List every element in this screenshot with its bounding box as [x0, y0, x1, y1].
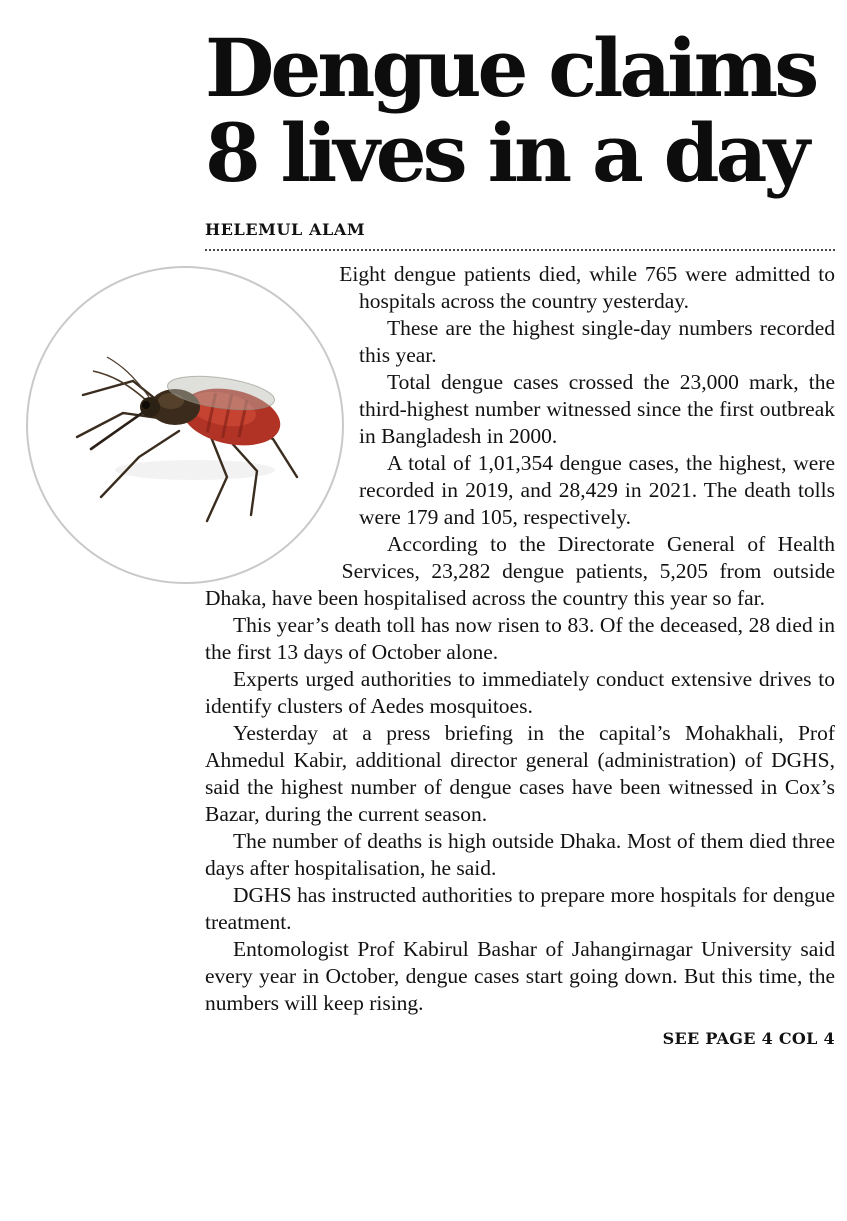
paragraph-6: This year’s death toll has now risen to … — [205, 612, 835, 664]
byline: HELEMUL ALAM — [205, 219, 366, 239]
mosquito-photo — [25, 265, 345, 585]
paragraph-1: Eight dengue patients died, while 765 we… — [339, 261, 835, 313]
paragraph-9: The number of deaths is high outside Dha… — [205, 828, 835, 880]
paragraph-3: Total dengue cases crossed the 23,000 ma… — [359, 369, 835, 448]
paragraph-10: DGHS has instructed authorities to prepa… — [205, 882, 835, 934]
article-headline: Dengue claims 8 lives in a day — [205, 26, 835, 196]
paragraph-2: These are the highest single-day numbers… — [359, 315, 835, 367]
article-header: Dengue claims 8 lives in a day HELEMUL A… — [205, 26, 835, 251]
paragraph-5: According to the Directorate General of … — [205, 531, 835, 610]
paragraph-11: Entomologist Prof Kabirul Bashar of Jaha… — [205, 936, 835, 1015]
headline-line-2: 8 lives in a day — [205, 105, 810, 200]
paragraph-7: Experts urged authorities to immediately… — [205, 666, 835, 718]
paragraph-8: Yesterday at a press briefing in the cap… — [205, 720, 835, 826]
continuation-note: SEE PAGE 4 COL 4 — [662, 1028, 835, 1048]
article-body: Eight dengue patients died, while 765 we… — [26, 251, 835, 1052]
headline-line-1: Dengue claims — [205, 21, 819, 115]
mosquito-illustration — [26, 265, 344, 584]
paragraph-4: A total of 1,01,354 dengue cases, the hi… — [359, 450, 835, 529]
dotted-rule — [205, 248, 835, 251]
